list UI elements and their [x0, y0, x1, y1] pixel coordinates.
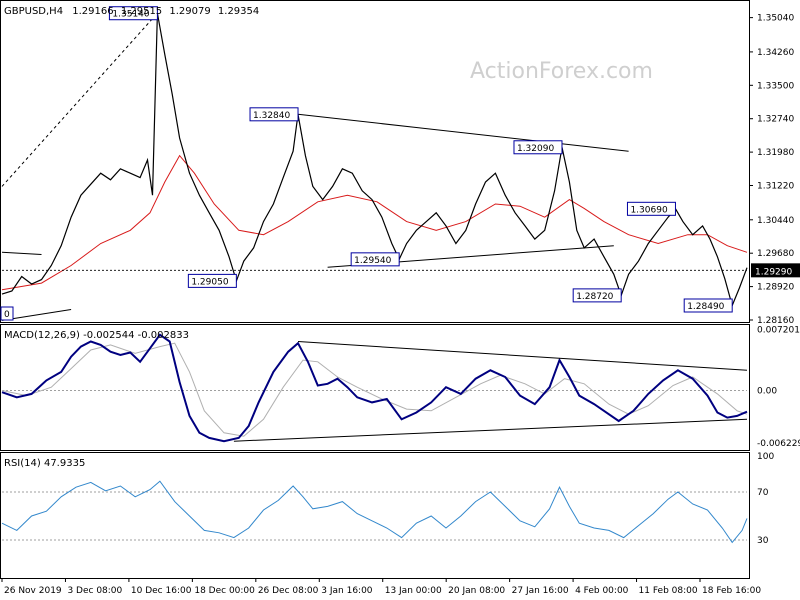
price-label-box-5: [187, 273, 237, 288]
price-label-7: 1.28490: [687, 302, 724, 312]
x-tick-label-4: 26 Dec 08:00: [258, 586, 319, 596]
price-ytick-label-0: 1.35040: [757, 14, 794, 24]
price-ytick-label-2: 1.33500: [757, 81, 794, 91]
current-price-box: [751, 263, 800, 278]
ohlc-low: 1.29079: [169, 6, 210, 17]
macd-trendline-0: [297, 341, 748, 371]
macd-line: [1, 333, 748, 443]
price-label-4: 1.29540: [354, 256, 391, 266]
current-price-label: 1.29290: [755, 267, 792, 277]
price-trendline-2: [1, 12, 158, 187]
y-axis: 1.35040 1.34260 1.33500 1.32740 1.31980 1.312…: [749, 14, 800, 546]
moving-average-line: [1, 154, 748, 291]
price-label-box-8: [0, 306, 14, 321]
x-tick-label-2: 10 Dec 16:00: [131, 586, 192, 596]
macd-panel-title: MACD(12,26,9) -0.002544 -0.002833: [4, 330, 189, 341]
price-panel-title: GBPUSD,H4 1.29166 1.29515 1.29079 1.2935…: [4, 6, 259, 17]
price-line: [1, 13, 748, 308]
price-label-box-0: [108, 6, 158, 21]
macd-ytick-label-0: 0.007201: [757, 326, 800, 336]
price-trendline-3: [297, 113, 629, 152]
price-label-5: 1.29050: [191, 277, 228, 287]
macd-ytick-label-2: -0.006229: [757, 439, 800, 449]
price-label-box-6: [572, 288, 622, 303]
rsi-ytick-label-2: 30: [757, 536, 769, 546]
price-label-3: 1.30690: [630, 205, 667, 215]
ohlc-high: 1.29515: [121, 6, 162, 17]
price-label-box-3: [626, 201, 676, 216]
rsi-panel-title: RSI(14) 47.9335: [4, 458, 85, 469]
rsi-panel-frame: [0, 452, 750, 579]
macd-ytick-label-1: 0.00: [757, 387, 777, 397]
price-label-box-7: [683, 298, 733, 313]
watermark-text: ActionForex.com: [470, 59, 653, 84]
x-tick-label-11: 18 Feb 16:00: [702, 586, 761, 596]
price-ytick-label-4: 1.31980: [757, 148, 794, 158]
price-ytick-label-7: 1.29680: [757, 249, 794, 259]
price-label-6: 1.28720: [576, 292, 613, 302]
macd-panel-frame: [0, 324, 750, 451]
macd-trendline-1: [233, 418, 748, 442]
rsi-plot: [1, 480, 748, 544]
price-ytick-label-9: 1.28160: [757, 316, 794, 326]
price-ytick-label-8: 1.28920: [757, 283, 794, 293]
x-tick-label-5: 3 Jan 16:00: [321, 586, 373, 596]
price-label-1: 1.32840: [253, 111, 290, 121]
macd-plot: [1, 333, 748, 443]
price-label-8: 0: [4, 310, 10, 320]
x-tick-label-10: 11 Feb 08:00: [639, 586, 698, 596]
ohlc-close: 1.29354: [218, 6, 259, 17]
price-trendline-1: [1, 309, 72, 321]
price-ytick-label-1: 1.34260: [757, 48, 794, 58]
x-tick-label-9: 4 Feb 00:00: [575, 586, 629, 596]
rsi-ytick-label-0: 100: [757, 452, 774, 462]
price-ytick-label-3: 1.32740: [757, 115, 794, 125]
price-plot: 1.35140 1.32840 1.32090 1.30690 1.29540 1.290…: [0, 6, 748, 321]
x-tick-label-6: 13 Jan 00:00: [385, 586, 442, 596]
x-tick-label-1: 3 Dec 08:00: [67, 586, 122, 596]
symbol-label: GBPUSD,H4: [4, 6, 63, 17]
price-label-box-2: [513, 140, 563, 155]
x-tick-label-8: 27 Jan 16:00: [512, 586, 569, 596]
price-label-0: 1.35140: [112, 10, 149, 20]
price-label-box-1: [249, 107, 299, 122]
price-label-box-4: [350, 252, 400, 267]
price-ytick-label-6: 1.30440: [757, 216, 794, 226]
price-ytick-label-5: 1.31220: [757, 182, 794, 192]
rsi-ytick-label-1: 70: [757, 488, 769, 498]
x-tick-label-3: 18 Dec 00:00: [194, 586, 255, 596]
x-axis: 26 Nov 2019 3 Dec 08:00 10 Dec 16:00 18 Dec…: [1, 578, 761, 596]
ohlc-open: 1.29166: [72, 6, 113, 17]
price-label-2: 1.32090: [517, 144, 554, 154]
price-panel-frame: [0, 0, 750, 323]
x-tick-label-0: 26 Nov 2019: [4, 586, 62, 596]
price-trendline-0: [1, 251, 42, 255]
rsi-line: [1, 480, 748, 544]
x-tick-label-7: 20 Jan 08:00: [448, 586, 505, 596]
